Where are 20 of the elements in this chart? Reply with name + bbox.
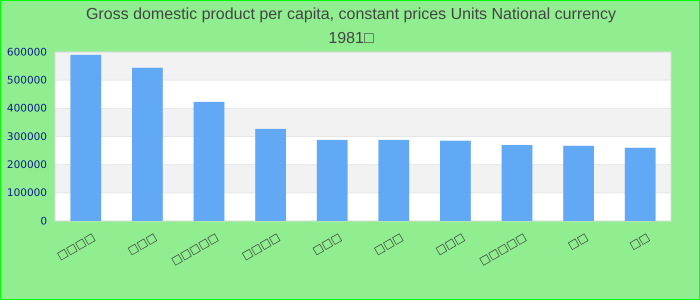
y-tick-label: 400000 [6,102,47,115]
bar [440,140,471,221]
y-tick-label: 100000 [6,187,47,200]
bar [378,140,410,221]
y-tick-label: 500000 [6,74,47,87]
chart-title: Gross domestic product per capita, constant prices Units National currency 1981□ [86,6,616,47]
bar [502,144,532,221]
y-tick-label: 0 [40,215,47,228]
bar [563,146,594,221]
y-tick-label: 200000 [6,159,47,172]
bar [70,54,102,221]
bar [624,148,656,221]
bar [132,68,163,221]
y-tick-label: 300000 [6,130,47,143]
bar [194,102,224,221]
bar [316,140,348,221]
bar [255,128,286,221]
x-tick-label: □□ [566,230,590,252]
y-tick-label: 600000 [6,46,47,58]
x-tick-label: □□ [627,230,652,252]
